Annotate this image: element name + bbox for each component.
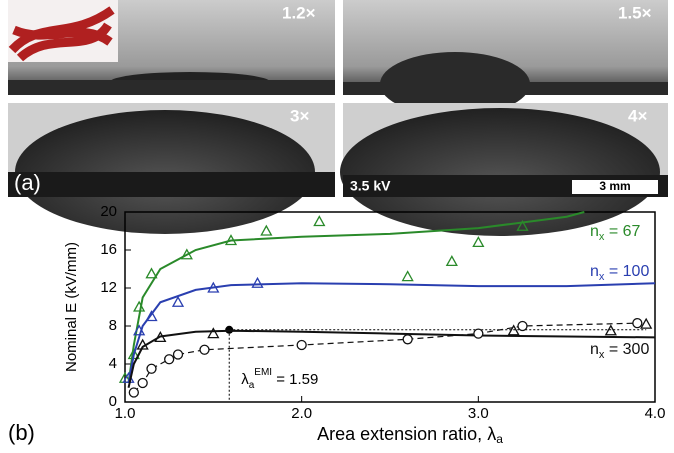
fit-line: [129, 212, 585, 383]
marker: [253, 278, 263, 287]
marker: [518, 322, 527, 331]
x-axis-label: Area extension ratio, λa: [317, 424, 503, 446]
voltage-label: 3.5 kV: [350, 178, 391, 194]
series-label: nx = 100: [590, 263, 649, 283]
y-tick-label: 8: [109, 317, 117, 334]
marker: [134, 302, 144, 311]
photo-label: 3×: [290, 106, 309, 125]
panel-label: (a): [14, 170, 41, 195]
x-tick-label: 4.0: [645, 405, 666, 422]
text-part: n: [590, 263, 599, 280]
marker: [165, 355, 174, 364]
marker: [403, 335, 412, 344]
photo-label: 4×: [628, 106, 647, 125]
marker: [200, 345, 209, 354]
y-tick-label: 4: [109, 355, 117, 372]
marker: [314, 217, 324, 226]
marker: [403, 272, 413, 281]
y-tick-label: 16: [100, 241, 117, 258]
drop: [340, 108, 660, 236]
text-part: n: [590, 341, 599, 358]
text-part: Area extension ratio, λ: [317, 424, 496, 444]
base: [8, 172, 335, 197]
panel-label: (b): [8, 420, 35, 445]
x-tick-label: 1.0: [115, 405, 136, 422]
text-part: EMI: [254, 367, 272, 378]
marker: [174, 350, 183, 359]
text-part: n: [590, 223, 599, 240]
text-part: = 1.59: [272, 371, 318, 388]
base: [8, 80, 335, 95]
marker: [474, 329, 483, 338]
marker: [447, 256, 457, 265]
text-part: a: [496, 432, 503, 446]
text-part: a: [249, 380, 255, 391]
marker: [147, 364, 156, 373]
marker: [633, 319, 642, 328]
y-tick-label: 12: [100, 279, 117, 296]
marker: [473, 237, 483, 246]
photo-label: 1.2×: [282, 3, 316, 22]
series-label: nx = 67: [590, 223, 641, 243]
annotation: λaEMI = 1.59: [241, 367, 318, 391]
marker: [173, 297, 183, 306]
text-part: = 100: [604, 263, 649, 280]
fit-line: [129, 331, 655, 388]
marker: [208, 329, 218, 338]
x-tick-label: 2.0: [291, 405, 312, 422]
series-label: nx = 300: [590, 341, 649, 361]
marker: [138, 379, 147, 388]
marker: [297, 341, 306, 350]
marker: [261, 226, 271, 235]
base: [343, 82, 668, 95]
text-part: = 300: [604, 341, 649, 358]
photo-label: 1.5×: [618, 3, 652, 22]
x-tick-label: 3.0: [468, 405, 489, 422]
text-part: = 67: [604, 223, 640, 240]
figure: 1.2× 1.5× 3× 4× (a) 3.5 kV 3 mm 04812162…: [0, 0, 674, 448]
y-tick-label: 20: [100, 203, 117, 220]
scale-bar-label: 3 mm: [599, 179, 630, 193]
marker: [641, 319, 651, 328]
marker: [129, 388, 138, 397]
y-axis-label: Nominal E (kV/mm): [63, 242, 80, 372]
photos: 1.2× 1.5× 3× 4× (a) 3.5 kV 3 mm: [8, 0, 668, 236]
plot-frame: [125, 212, 655, 402]
